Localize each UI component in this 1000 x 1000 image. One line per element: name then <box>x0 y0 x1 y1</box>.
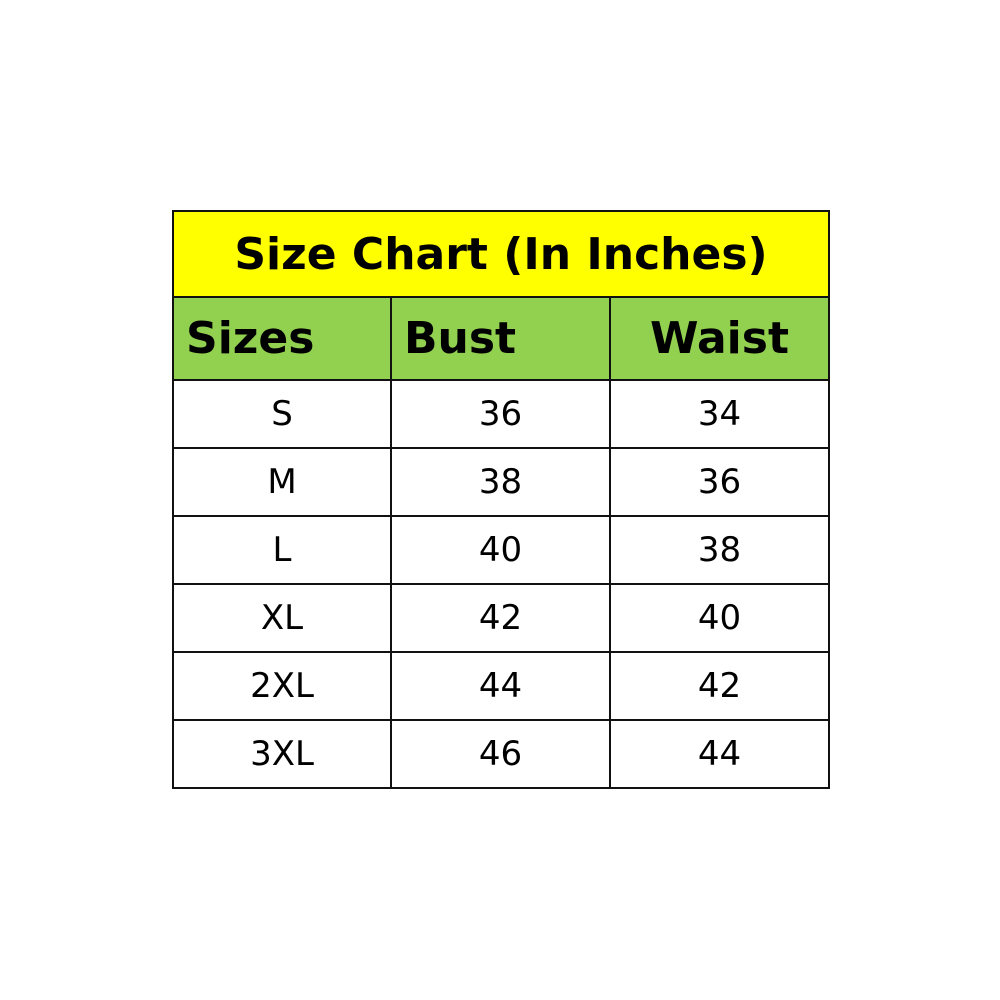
bust-cell: 44 <box>390 651 611 721</box>
table-title: Size Chart (In Inches) <box>172 210 830 298</box>
table-row: 2XL 44 42 <box>172 651 830 721</box>
waist-cell: 36 <box>609 447 830 517</box>
table-row: 3XL 46 44 <box>172 719 830 789</box>
table-row: S 36 34 <box>172 379 830 449</box>
table-row: XL 42 40 <box>172 583 830 653</box>
header-bust: Bust <box>390 296 611 381</box>
bust-cell: 38 <box>390 447 611 517</box>
table-row: L 40 38 <box>172 515 830 585</box>
header-sizes: Sizes <box>172 296 392 381</box>
size-chart-table: Size Chart (In Inches) Sizes Bust Waist … <box>172 210 830 789</box>
size-cell: 3XL <box>172 719 392 789</box>
bust-cell: 42 <box>390 583 611 653</box>
waist-cell: 38 <box>609 515 830 585</box>
size-cell: M <box>172 447 392 517</box>
waist-cell: 40 <box>609 583 830 653</box>
bust-cell: 36 <box>390 379 611 449</box>
header-waist: Waist <box>609 296 830 381</box>
size-cell: XL <box>172 583 392 653</box>
size-cell: S <box>172 379 392 449</box>
waist-cell: 34 <box>609 379 830 449</box>
bust-cell: 40 <box>390 515 611 585</box>
size-cell: 2XL <box>172 651 392 721</box>
waist-cell: 44 <box>609 719 830 789</box>
waist-cell: 42 <box>609 651 830 721</box>
title-row: Size Chart (In Inches) <box>172 210 830 298</box>
bust-cell: 46 <box>390 719 611 789</box>
header-row: Sizes Bust Waist <box>172 296 830 381</box>
size-cell: L <box>172 515 392 585</box>
table-row: M 38 36 <box>172 447 830 517</box>
